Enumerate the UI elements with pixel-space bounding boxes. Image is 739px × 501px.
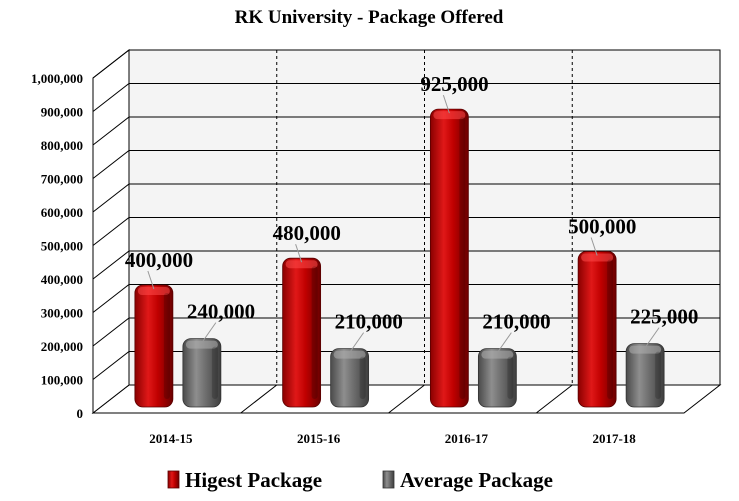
bar-top-highlight bbox=[185, 340, 218, 349]
bar-side-shade bbox=[311, 266, 318, 399]
plot-area: 0 100,000 200,000 300,000 400,000 500,000 600,… bbox=[31, 48, 722, 446]
bar-body bbox=[577, 251, 617, 408]
data-label: 500,000 bbox=[568, 215, 636, 239]
bar-highest-package: 400,000 bbox=[125, 248, 193, 408]
bar-side-shade bbox=[507, 356, 514, 399]
data-label: 925,000 bbox=[420, 72, 488, 96]
bar-top-highlight bbox=[481, 350, 514, 359]
data-label: 240,000 bbox=[187, 300, 255, 324]
bar-top-highlight bbox=[629, 345, 662, 354]
x-tick-label: 2016-17 bbox=[445, 431, 489, 446]
data-label: 480,000 bbox=[273, 221, 341, 245]
bar-body bbox=[429, 108, 469, 408]
bar-side-shade bbox=[359, 356, 366, 399]
data-label-leader bbox=[295, 244, 303, 263]
gridline-side bbox=[92, 83, 130, 112]
y-tick-label: 400,000 bbox=[41, 272, 83, 287]
bar-body bbox=[134, 284, 174, 408]
y-tick-label: 500,000 bbox=[41, 239, 83, 254]
legend-swatch bbox=[382, 470, 395, 489]
floor-divider bbox=[388, 384, 425, 414]
y-tick-label: 200,000 bbox=[41, 339, 83, 354]
gridline-side bbox=[92, 116, 130, 146]
floor-divider bbox=[240, 384, 278, 414]
data-label-leader bbox=[590, 237, 598, 256]
bar-average-package: 225,000 bbox=[625, 305, 698, 408]
x-tick-label: 2015-16 bbox=[297, 431, 341, 446]
bar-top-highlight bbox=[433, 111, 466, 120]
data-label-leader bbox=[349, 332, 365, 353]
data-label-leader bbox=[442, 94, 450, 114]
bar-highest-package: 480,000 bbox=[273, 221, 341, 408]
floor-divider bbox=[535, 384, 573, 414]
y-tick-label: 600,000 bbox=[41, 205, 83, 220]
y-tick-label: 700,000 bbox=[41, 172, 83, 187]
y-tick-label: 0 bbox=[77, 406, 84, 421]
bar-side-shade bbox=[655, 351, 662, 399]
bar-body bbox=[282, 257, 322, 408]
bar-highest-package: 500,000 bbox=[568, 215, 636, 408]
y-tick-label: 900,000 bbox=[41, 105, 83, 120]
gridline-side bbox=[92, 217, 130, 246]
bar-body bbox=[477, 348, 517, 408]
legend-item: Average Package bbox=[382, 468, 553, 492]
data-label-leader bbox=[644, 327, 660, 348]
bar-body bbox=[330, 348, 370, 408]
bar-average-package: 210,000 bbox=[477, 310, 551, 408]
legend: Higest Package Average Package bbox=[167, 468, 553, 492]
gridline-side bbox=[92, 150, 130, 179]
data-label-leader bbox=[201, 322, 217, 343]
y-tick-label: 800,000 bbox=[41, 138, 83, 153]
x-tick-label: 2014-15 bbox=[149, 431, 193, 446]
bar-side-shade bbox=[459, 117, 466, 399]
data-label: 210,000 bbox=[482, 310, 550, 334]
bar-average-package: 210,000 bbox=[330, 310, 403, 408]
data-label: 400,000 bbox=[125, 248, 193, 272]
bar-body bbox=[625, 343, 665, 408]
y-tick-label: 100,000 bbox=[41, 373, 83, 388]
y-tick-label: 300,000 bbox=[41, 306, 83, 321]
x-tick-label: 2017-18 bbox=[592, 431, 636, 446]
gridline-side bbox=[92, 351, 130, 380]
legend-label: Higest Package bbox=[185, 468, 322, 492]
bar-side-shade bbox=[607, 259, 614, 399]
bar-highest-package: 925,000 bbox=[420, 72, 489, 408]
gridline-side bbox=[92, 183, 130, 213]
data-label: 210,000 bbox=[335, 310, 403, 334]
gridline-side bbox=[92, 250, 130, 280]
legend-label: Average Package bbox=[400, 468, 553, 492]
bar-top-highlight bbox=[333, 350, 366, 359]
bar-top-highlight bbox=[137, 287, 170, 295]
gridline-side bbox=[92, 49, 130, 79]
bar-top-highlight bbox=[285, 260, 318, 269]
data-label-leader bbox=[496, 332, 512, 353]
data-label-leader bbox=[147, 270, 155, 290]
legend-swatch bbox=[167, 470, 180, 489]
y-tick-label: 1,000,000 bbox=[31, 71, 83, 86]
bar-average-package: 240,000 bbox=[182, 300, 255, 408]
bar-body bbox=[182, 338, 222, 408]
legend-item: Higest Package bbox=[167, 468, 322, 492]
data-label: 225,000 bbox=[630, 305, 698, 329]
gridline-side bbox=[92, 284, 130, 313]
chart-title: RK University - Package Offered bbox=[235, 7, 504, 28]
bar-side-shade bbox=[163, 293, 170, 399]
gridline-side bbox=[92, 317, 130, 347]
bar-side-shade bbox=[211, 346, 218, 399]
bar-top-highlight bbox=[581, 253, 614, 262]
